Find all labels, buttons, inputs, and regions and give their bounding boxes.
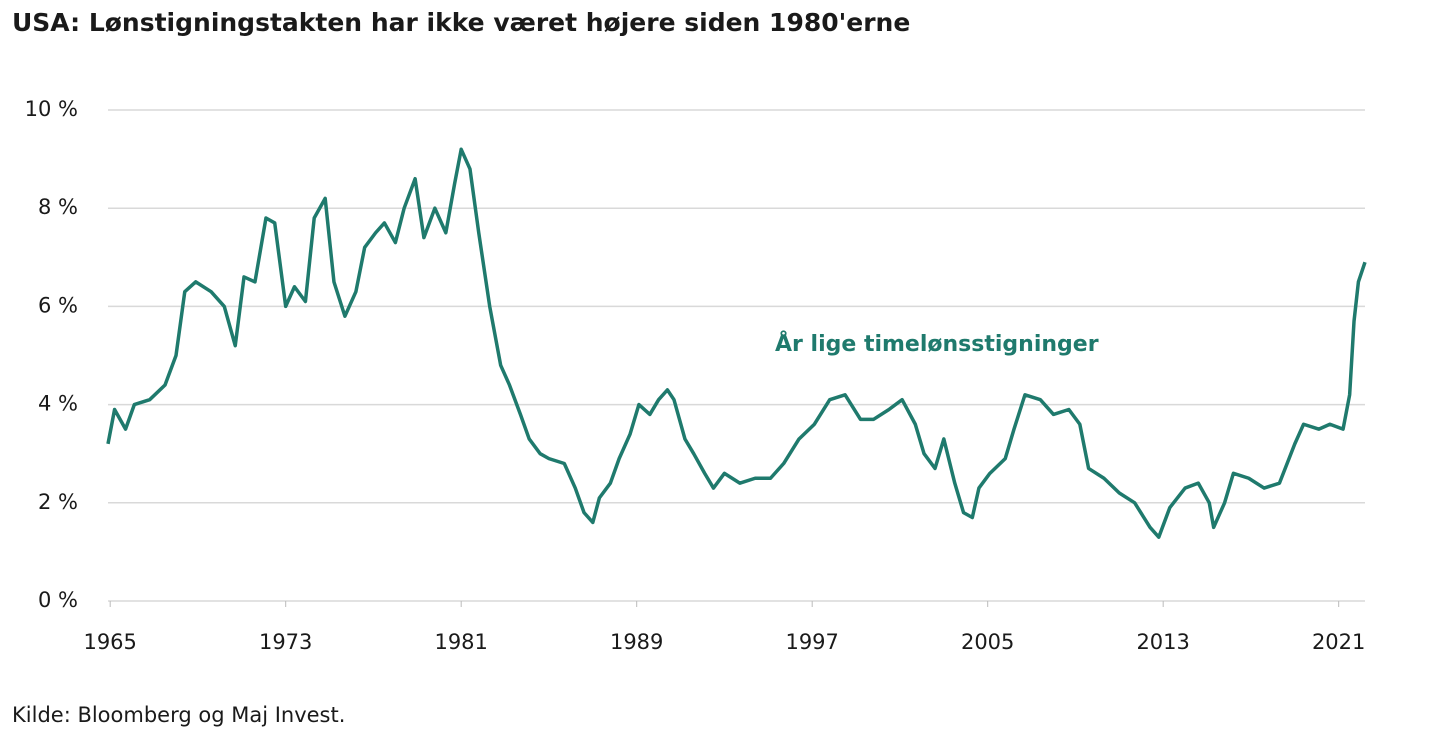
x-tick-label: 1965	[83, 630, 136, 654]
x-tick-label: 1981	[434, 630, 487, 654]
y-tick-label: 2 %	[38, 490, 78, 514]
series-annotation: År lige timelønsstigninger	[775, 331, 1099, 357]
x-tick-label: 1997	[785, 630, 838, 654]
y-tick-label: 6 %	[38, 293, 78, 317]
chart-title: USA: Lønstigningstakten har ikke været h…	[12, 8, 910, 37]
y-tick-label: 10 %	[25, 97, 78, 121]
x-tick-label: 2013	[1136, 630, 1189, 654]
x-tick-label: 1989	[610, 630, 663, 654]
y-tick-label: 0 %	[38, 588, 78, 612]
y-tick-label: 8 %	[38, 195, 78, 219]
y-tick-label: 4 %	[38, 392, 78, 416]
data-line	[106, 147, 1367, 539]
x-tick-label: 2021	[1312, 630, 1365, 654]
x-tick-label: 2005	[961, 630, 1014, 654]
x-tick-label: 1973	[259, 630, 312, 654]
source-note: Kilde: Bloomberg og Maj Invest.	[12, 703, 345, 727]
